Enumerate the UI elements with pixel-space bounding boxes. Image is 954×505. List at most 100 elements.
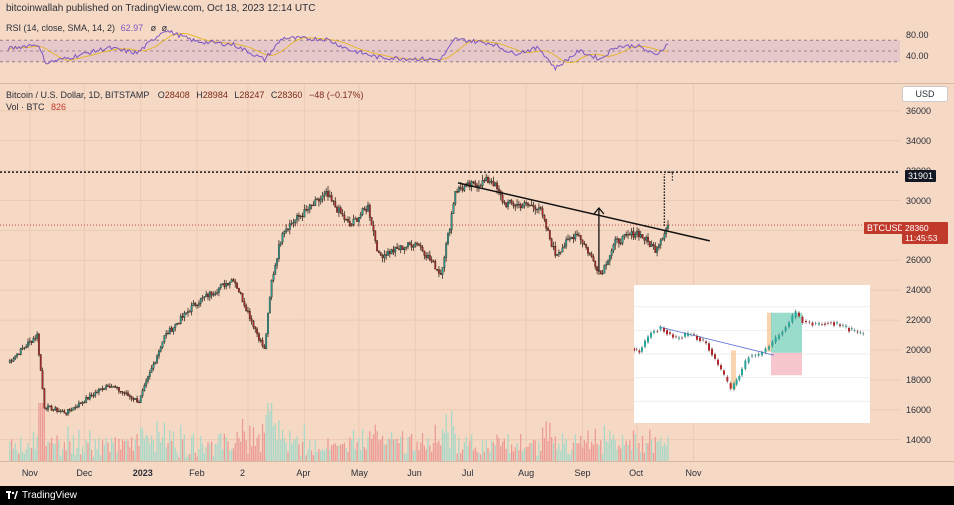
candle-body [139, 395, 142, 403]
volume-bar [320, 450, 322, 462]
candle-body [297, 215, 300, 217]
volume-bar [151, 435, 153, 462]
eye-off-icon[interactable]: ø [150, 23, 157, 33]
candle-body [607, 260, 609, 265]
inset-candle-body [633, 348, 635, 352]
volume-bar [287, 451, 289, 462]
candle-body [36, 333, 39, 339]
candle-body [421, 246, 424, 252]
volume-bar [398, 443, 400, 462]
volume-bar [365, 449, 367, 462]
inset-candle-body [754, 355, 757, 357]
volume-bar [525, 447, 527, 462]
candle-body [563, 245, 566, 249]
candle-body [385, 254, 388, 256]
candle-body [227, 283, 229, 286]
volume-bar [609, 430, 611, 462]
candle-body [159, 347, 162, 352]
volume-bar [407, 437, 409, 462]
volume-bar [627, 444, 629, 462]
candle-body [237, 288, 240, 293]
volume-bar [491, 440, 493, 462]
candle-body [47, 405, 49, 410]
price-scale[interactable]: 3600034000320003000028000260002400022000… [900, 84, 954, 462]
volume-bar [660, 437, 662, 462]
volume-bar [61, 448, 64, 462]
candle-body [470, 181, 473, 188]
volume-bar [454, 433, 456, 462]
candle-body [217, 287, 220, 293]
volume-bar [80, 454, 82, 462]
rsi-pane[interactable]: RSI (14, close, SMA, 14, 2) 62.97 ø ø [0, 18, 900, 82]
candle-body [25, 346, 28, 348]
candle-body [327, 190, 329, 197]
volume-bar [647, 443, 649, 462]
candle-body [625, 234, 628, 236]
rsi-scale[interactable]: 80.00 40.00 [900, 18, 954, 82]
candle-body [257, 333, 260, 341]
volume-bar [334, 443, 336, 462]
volume-bar [54, 443, 56, 462]
volume-bar [289, 431, 291, 462]
candle-body [628, 234, 631, 236]
volume-bar [96, 448, 98, 462]
candle-body [561, 247, 564, 253]
time-tick-label: Oct [629, 468, 644, 478]
candle-body [434, 261, 437, 270]
candle-body [547, 227, 549, 231]
candle-body [263, 345, 266, 349]
inset-candle-body [856, 331, 859, 333]
candle-body [70, 409, 73, 412]
time-axis[interactable]: Nov Dec 2023 Feb 2 Apr May Jun Jul Aug Sep Oct Nov [0, 462, 900, 484]
time-tick-label: Apr [296, 468, 311, 478]
candle-body [187, 311, 189, 313]
volume-bar [311, 450, 313, 462]
volume-bar [291, 443, 293, 462]
pane-separator[interactable] [0, 83, 954, 84]
candle-body [557, 252, 560, 255]
volume-bar [514, 447, 516, 462]
volume-bar [427, 438, 429, 462]
volume-bar [245, 440, 247, 462]
volume-bar [147, 436, 149, 462]
inset-candle-body [726, 376, 729, 382]
volume-bar [487, 447, 489, 462]
candle-body [359, 214, 362, 218]
empty-set-icon[interactable]: ø [161, 23, 168, 33]
candle-body [357, 217, 360, 222]
price-tick-label: 16000 [906, 404, 932, 415]
volume-bar [231, 449, 233, 462]
candle-body [103, 387, 106, 390]
volume-bar [149, 442, 151, 462]
candle-body [110, 386, 113, 388]
volume-bar [429, 445, 431, 462]
candle-body [634, 234, 637, 238]
candle-body [210, 291, 213, 296]
candle-body [152, 363, 155, 369]
candle-body [397, 248, 400, 250]
candle-body [363, 208, 366, 210]
volume-bar [583, 439, 585, 462]
ohlc-open: O28408 [157, 90, 190, 100]
candle-body [77, 402, 80, 408]
candle-body [265, 333, 268, 349]
volume-bar [563, 443, 565, 462]
volume-bar [203, 453, 205, 462]
candle-body [76, 406, 79, 408]
rsi-legend-value: 62.97 [120, 23, 144, 33]
candle-body [541, 208, 544, 216]
volume-bar [25, 449, 27, 462]
candle-body [325, 190, 328, 194]
candle-body [534, 206, 537, 210]
candle-body [279, 241, 282, 245]
price-pane[interactable]: Bitcoin / U.S. Dollar, 1D, BITSTAMP O284… [0, 84, 900, 462]
volume-bar [496, 434, 498, 462]
inset-candle-body [788, 322, 790, 327]
volume-bar [489, 451, 491, 462]
candle-body [192, 302, 195, 306]
candle-body [114, 386, 117, 388]
candle-body [228, 281, 231, 286]
candle-body [605, 264, 608, 266]
volume-bar [223, 433, 225, 462]
currency-button[interactable]: USD [903, 87, 947, 101]
